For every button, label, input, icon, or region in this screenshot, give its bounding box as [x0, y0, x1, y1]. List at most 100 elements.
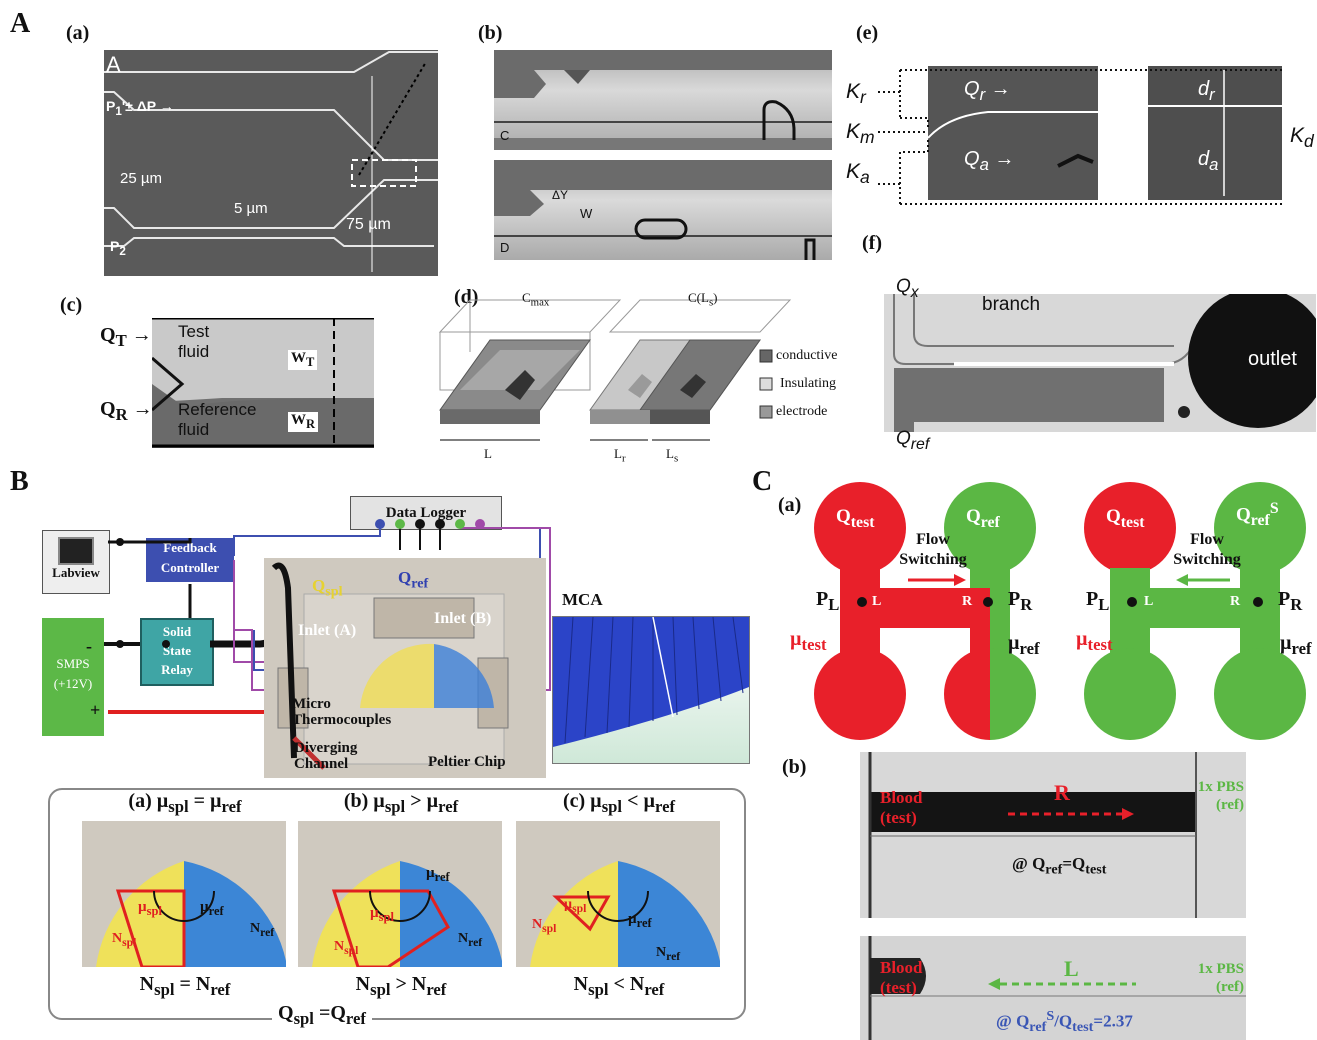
case-b-footer: Nspl > Nref — [355, 973, 447, 999]
r-right-label: R — [1230, 594, 1241, 609]
figure-label-c: C — [752, 466, 773, 497]
blood-test-bottom: Blood (test) — [880, 958, 923, 997]
case-b-n-spl: Nspl — [334, 939, 359, 957]
delta-y-label: ΔY — [552, 188, 569, 202]
inlet-a-label: Inlet (A) — [298, 622, 357, 639]
case-b-heading: (b) µspl > µref — [343, 790, 459, 816]
l-right-label: L — [1144, 594, 1154, 609]
pr-right-label: PR — [1278, 588, 1303, 614]
length-l-label: L — [484, 446, 492, 461]
subpanel-label-ae: (e) — [856, 22, 879, 44]
width-5um-label: 5 µm — [234, 200, 268, 217]
flow-qx-label: Qx — [896, 276, 919, 301]
peltier-chip-label: Peltier Chip — [428, 754, 506, 770]
case-c-footer: Nspl < Nref — [573, 973, 665, 999]
electrode-schematic: Cmax C(Ls) conductive Insulating electro… — [430, 290, 850, 480]
flow-qr-label: QR → — [100, 398, 153, 424]
solid-state-relay-box: Solid State Relay — [140, 618, 214, 686]
monitor-icon — [58, 537, 94, 565]
flow-qref-f-label: Qref — [896, 428, 930, 453]
length-ls-label: Ls — [666, 446, 679, 465]
blood-test-top: Blood (test) — [880, 788, 923, 827]
reference-fluid-label: Reference fluid — [178, 400, 257, 439]
h-channel-diagrams — [814, 482, 1306, 740]
subpanel-label-af: (f) — [862, 232, 882, 254]
co-flow-channel: Test fluid Reference fluid WT WR — [152, 318, 374, 448]
inlet-b-label: Inlet (B) — [434, 610, 492, 627]
micro-thermocouples-label: Micro Thermocouples — [292, 696, 392, 728]
terminal-minus: - — [86, 636, 92, 656]
qref-s-right-label: QrefS — [1236, 500, 1279, 530]
interface-photo-right: dr da — [1148, 66, 1282, 200]
pbs-ref-bottom: 1x PBS (ref) — [1197, 961, 1244, 995]
mu-ref-right: µref — [1280, 632, 1312, 658]
width-wt-label: WT — [288, 350, 318, 370]
cmax-label: Cmax — [522, 290, 550, 309]
case-a-mu-spl: µspl — [138, 899, 162, 918]
chip-photo: Qspl Qref Inlet (A) Inlet (B) Micro Therm… — [264, 558, 546, 778]
case-c-heading: (c) µspl < µref — [562, 790, 676, 816]
flow-switching-right: Flow Switching — [1173, 531, 1241, 568]
pl-right-label: PL — [1086, 588, 1110, 614]
figure-label-b: B — [10, 466, 29, 497]
width-25um-label: 25 µm — [120, 170, 162, 187]
ratio-flow-label: @ QrefS/Qtest=2.37 — [996, 1008, 1133, 1036]
labview-box: Labview — [42, 530, 110, 594]
legend-conductive: conductive — [776, 348, 838, 363]
case-a-heading: (a) µspl = µref — [128, 790, 242, 816]
microchannel-photo-a: A P1'± ΔP → 25 µm 5 µm 75 µm P2 — [104, 50, 438, 276]
subpanel-label-cb: (b) — [782, 756, 807, 778]
blood-channel-photo-bottom: Blood (test) L 1x PBS (ref) @ QrefS/Qtest=… — [860, 936, 1246, 1040]
case-a-n-ref: Nref — [250, 921, 275, 939]
flow-qr-e-label: Qr → — [964, 78, 1011, 104]
branch-label: branch — [982, 294, 1041, 315]
length-lr-label: Lr — [614, 446, 626, 465]
pl-left-label: PL — [816, 588, 840, 614]
case-a-n-spl: Nspl — [112, 931, 137, 949]
microchannel-photo-c: C — [494, 50, 832, 150]
terminal-plus: + — [90, 700, 101, 720]
flow-equal-label: Qspl =Qref — [272, 1002, 372, 1029]
qspl-label: Qspl — [312, 576, 343, 600]
branch-channel-photo: branch outlet — [884, 294, 1316, 432]
case-c-mu-spl: µspl — [564, 897, 587, 915]
qtest-left-label: Qtest — [836, 506, 875, 531]
case-c-n-spl: Nspl — [532, 917, 557, 935]
subpanel-label-ab: (b) — [478, 22, 503, 44]
dotted-bracket-lines — [878, 69, 1282, 205]
pressure-p1-label: P1'± ΔP → — [106, 98, 174, 118]
flow-switching-left: Flow Switching — [899, 531, 967, 568]
microchannel-photo-d: ΔY W D — [494, 160, 832, 260]
l-left-label: L — [872, 594, 882, 609]
case-c: (c) µspl < µref µspl µref Nspl Nref Nspl… — [514, 790, 724, 1000]
case-b: (b) µspl > µref µspl µref Nspl Nref Nspl… — [296, 790, 506, 1000]
corner-letter-c: C — [500, 128, 510, 143]
outlet-label: outlet — [1248, 348, 1297, 370]
l-direction-label: L — [1064, 956, 1079, 981]
feedback-controller-box: Feedback Controller — [146, 538, 234, 582]
smps-box: SMPS (+12V) — [42, 618, 104, 736]
mca-zoom-view — [552, 616, 750, 764]
width-75um-label: 75 µm — [346, 216, 391, 233]
case-a-photo: µspl µref Nspl Nref — [82, 821, 286, 967]
mu-ref-left: µref — [1008, 632, 1040, 658]
qref-left-label: Qref — [966, 506, 1000, 531]
mu-test-left: µtest — [790, 628, 827, 654]
legend-insulating: Insulating — [780, 376, 836, 391]
equal-flow-label: @ Qref=Qtest — [1012, 854, 1107, 878]
mu-test-right: µtest — [1076, 628, 1113, 654]
case-b-mu-spl: µspl — [370, 905, 394, 924]
subpanel-label-ad: (d) — [454, 286, 479, 308]
cls-label: C(Ls) — [688, 290, 718, 309]
test-fluid-label: Test fluid — [178, 322, 210, 361]
figure-label-a: A — [10, 8, 31, 39]
coefficient-ka-label: Ka — [846, 160, 870, 188]
coefficient-kr-label: Kr — [846, 80, 866, 108]
corner-letter-d: D — [500, 240, 510, 255]
r-left-label: R — [962, 594, 973, 609]
case-b-mu-ref: µref — [426, 865, 450, 884]
subpanel-label-ac: (c) — [60, 294, 83, 316]
interface-photo-left: Qr → Qa → — [928, 66, 1098, 200]
legend-electrode: electrode — [776, 404, 828, 419]
mca-label: MCA — [562, 590, 603, 609]
